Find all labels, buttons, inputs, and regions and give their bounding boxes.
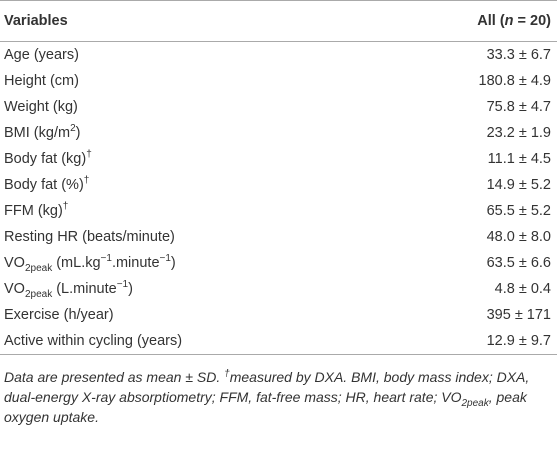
text-segment: −1 <box>100 253 112 265</box>
cell-text: 12.9 ± 9.7 <box>486 333 551 349</box>
text-segment: = 20) <box>513 13 551 29</box>
text-segment: 2 <box>70 123 76 135</box>
text-segment: FFM (kg) <box>4 203 63 219</box>
table-row: Age (years) 33.3 ± 6.7 <box>0 42 557 69</box>
text-segment: † <box>62 201 69 213</box>
table-row: Body fat (%)† 14.9 ± 5.2 <box>0 172 557 198</box>
table-row: FFM (kg)† 65.5 ± 5.2 <box>0 198 557 224</box>
text-segment: −1 <box>116 279 129 291</box>
text-segment: Height (cm) <box>4 73 79 89</box>
text-segment: † <box>86 149 92 161</box>
data-table: Variables All (n = 20) Age (years) 33.3 ± … <box>0 0 557 355</box>
value-cell: 33.3 ± 6.7 <box>385 42 557 69</box>
table-body: Age (years) 33.3 ± 6.7 Height (cm) 180.8 ± … <box>0 42 557 355</box>
text-segment: , peak oxygen uptake. <box>4 389 527 425</box>
text-segment: Age (years) <box>4 47 79 63</box>
text-segment: 2peak <box>461 397 489 409</box>
text-segment: † <box>83 175 90 187</box>
table-row: BMI (kg/m2) 23.2 ± 1.9 <box>0 120 557 146</box>
label-cell: Weight (kg) <box>0 94 385 120</box>
text-segment: Body fat (kg) <box>4 151 87 167</box>
text-segment: (mL.kg <box>52 255 101 271</box>
value-cell: 4.8 ± 0.4 <box>385 276 557 302</box>
text-segment: 2peak <box>24 288 53 300</box>
label-cell: VO2peak (L.minute−1) <box>0 276 385 302</box>
label-cell: Exercise (h/year) <box>0 302 385 328</box>
text-segment: ) <box>170 255 176 271</box>
text-segment: Active within cycling (years) <box>4 333 183 349</box>
table-row: Active within cycling (years) 12.9 ± 9.7 <box>0 328 557 355</box>
value-cell: 75.8 ± 4.7 <box>385 94 557 120</box>
label-cell: Resting HR (beats/minute) <box>0 224 385 250</box>
cell-text: 23.2 ± 1.9 <box>486 125 551 141</box>
table-row: VO2peak (L.minute−1) 4.8 ± 0.4 <box>0 276 557 302</box>
value-cell: 48.0 ± 8.0 <box>385 224 557 250</box>
value-cell: 23.2 ± 1.9 <box>385 120 557 146</box>
text-segment: ) <box>128 281 133 297</box>
text-segment: ) <box>75 125 81 141</box>
text-segment: Weight (kg) <box>4 99 78 115</box>
cell-text: 75.8 ± 4.7 <box>486 99 551 115</box>
header-cell: Variables <box>0 1 385 42</box>
text-segment: Body fat (%) <box>4 177 84 193</box>
header-cell: All (n = 20) <box>385 1 557 42</box>
label-cell: Active within cycling (years) <box>0 328 385 355</box>
text-segment: VO <box>4 281 25 297</box>
value-cell: 63.5 ± 6.6 <box>385 250 557 276</box>
label-cell: Height (cm) <box>0 68 385 94</box>
cell-text: 395 ± 171 <box>486 307 551 323</box>
cell-text: 4.8 ± 0.4 <box>494 281 551 297</box>
text-segment: Exercise (h/year) <box>4 307 114 323</box>
value-cell: 65.5 ± 5.2 <box>385 198 557 224</box>
text-segment: 2peak <box>24 262 53 274</box>
text-segment: All ( <box>477 13 505 29</box>
value-cell: 180.8 ± 4.9 <box>385 68 557 94</box>
text-segment: Data are presented as mean ± SD. <box>4 369 225 385</box>
text-segment: measured by DXA. BMI, body mass index; D… <box>4 369 530 405</box>
value-cell: 12.9 ± 9.7 <box>385 328 557 355</box>
value-cell: 395 ± 171 <box>385 302 557 328</box>
cell-text: 33.3 ± 6.7 <box>486 47 551 63</box>
label-cell: BMI (kg/m2) <box>0 120 385 146</box>
header-row: Variables All (n = 20) <box>0 0 557 42</box>
cell-text: 14.9 ± 5.2 <box>486 177 551 193</box>
value-cell: 14.9 ± 5.2 <box>385 172 557 198</box>
label-cell: VO2peak (mL.kg−1.minute−1) <box>0 250 385 276</box>
table-note: Data are presented as mean ± SD. †measur… <box>0 355 557 427</box>
text-segment: VO <box>4 255 25 271</box>
text-segment: −1 <box>159 253 171 265</box>
cell-text: 11.1 ± 4.5 <box>487 151 551 167</box>
table-row: Resting HR (beats/minute) 48.0 ± 8.0 <box>0 224 557 250</box>
table-row: VO2peak (mL.kg−1.minute−1) 63.5 ± 6.6 <box>0 250 557 276</box>
text-segment: n <box>504 13 514 29</box>
text-segment: Variables <box>4 13 68 29</box>
label-cell: Body fat (%)† <box>0 172 385 198</box>
cell-text: 48.0 ± 8.0 <box>486 229 551 245</box>
table-row: Weight (kg) 75.8 ± 4.7 <box>0 94 557 120</box>
value-cell: 11.1 ± 4.5 <box>385 146 557 172</box>
text-segment: † <box>224 368 230 380</box>
cell-text: 65.5 ± 5.2 <box>486 203 551 219</box>
table-row: Exercise (h/year) 395 ± 171 <box>0 302 557 328</box>
cell-text: 180.8 ± 4.9 <box>478 73 551 89</box>
label-cell: FFM (kg)† <box>0 198 385 224</box>
label-cell: Age (years) <box>0 42 385 69</box>
text-segment: (L.minute <box>52 281 117 297</box>
label-cell: Body fat (kg)† <box>0 146 385 172</box>
text-segment: BMI (kg/m <box>4 125 71 141</box>
cell-text: 63.5 ± 6.6 <box>486 255 551 271</box>
text-segment: .minute <box>111 255 160 271</box>
table-row: Height (cm) 180.8 ± 4.9 <box>0 68 557 94</box>
table-header: Variables All (n = 20) <box>0 0 557 42</box>
table-row: Body fat (kg)† 11.1 ± 4.5 <box>0 146 557 172</box>
text-segment: Resting HR (beats/minute) <box>4 229 175 245</box>
